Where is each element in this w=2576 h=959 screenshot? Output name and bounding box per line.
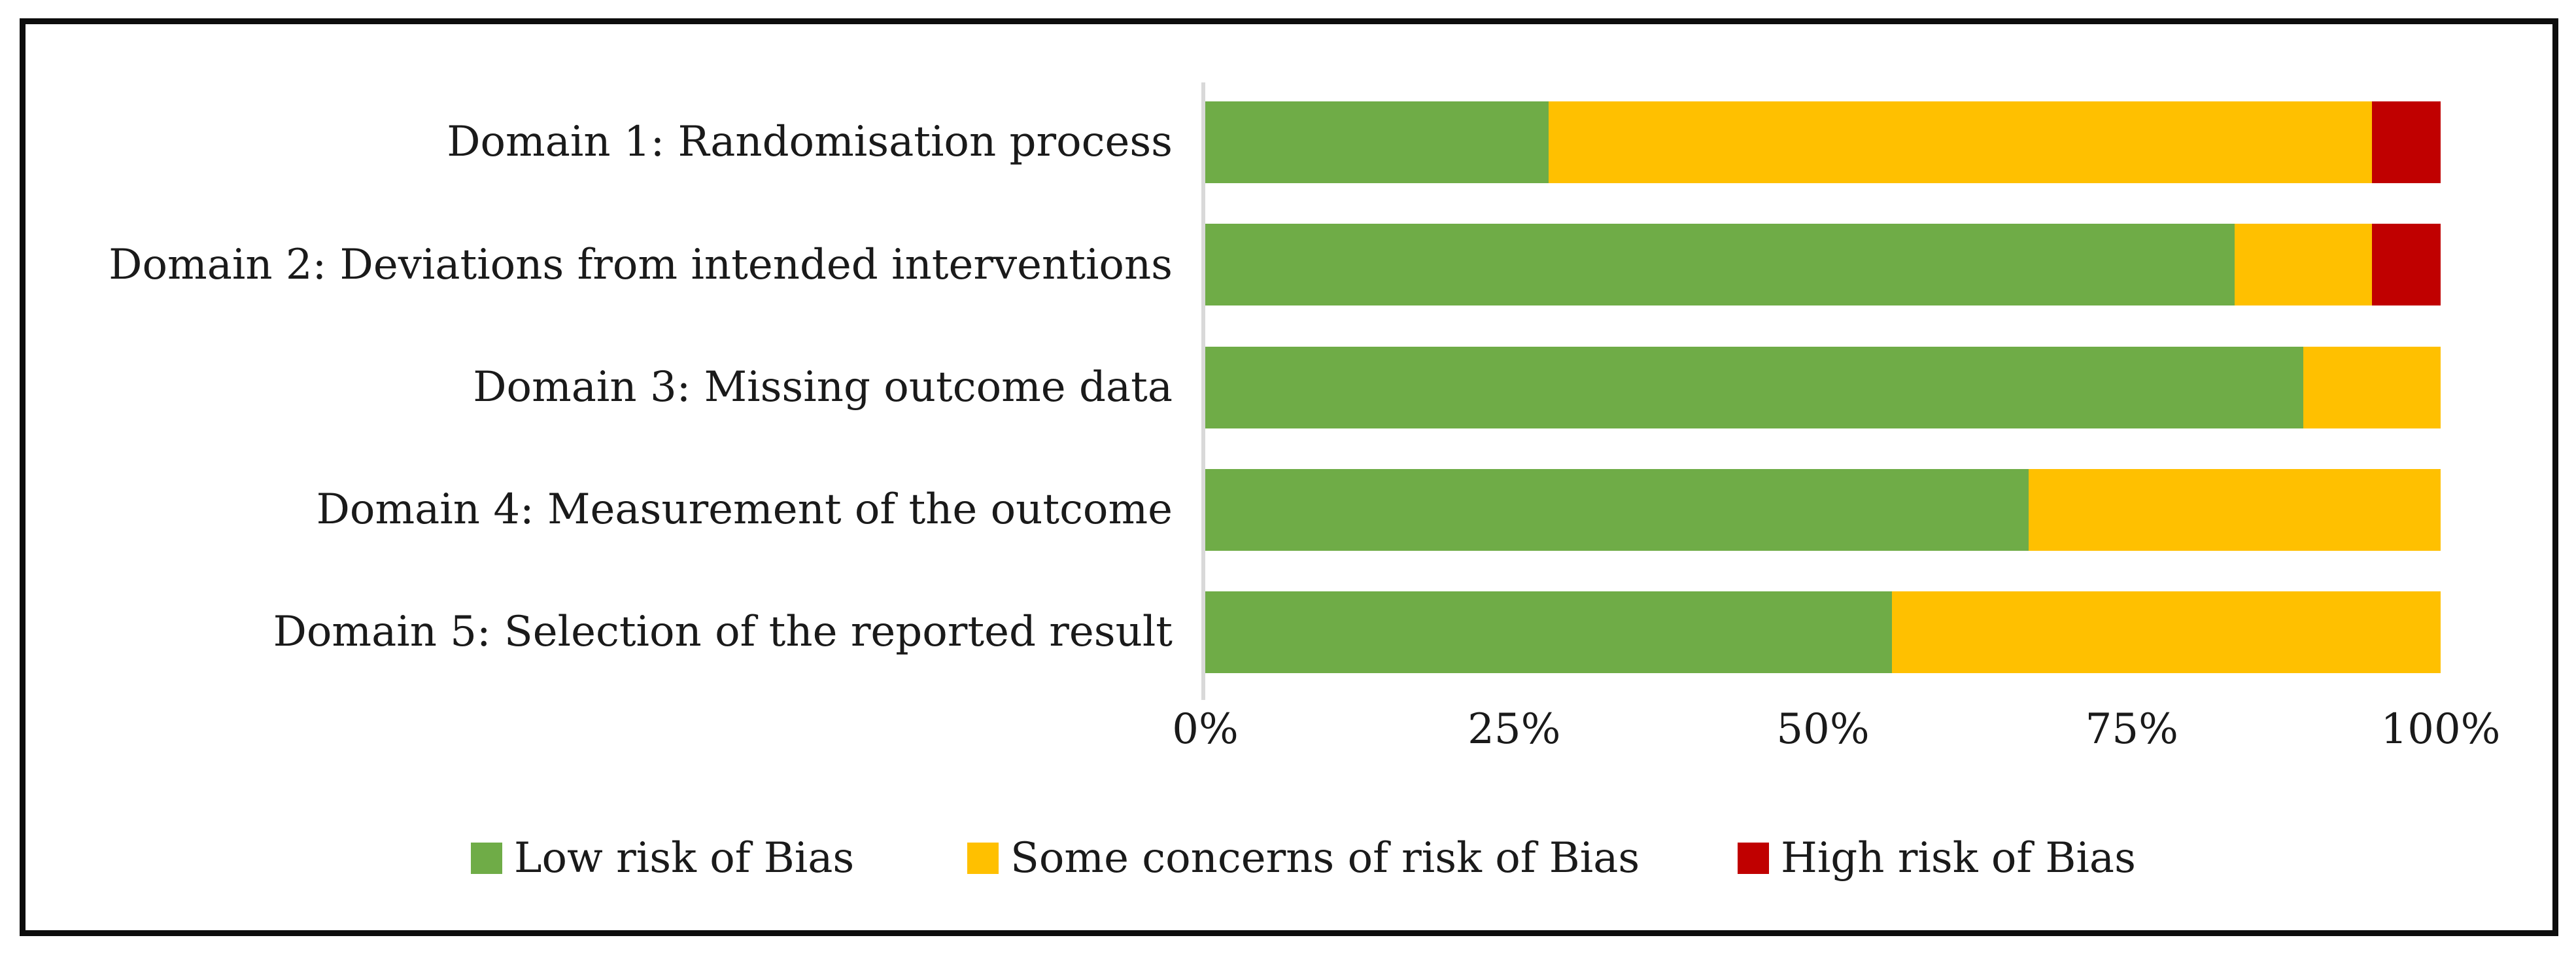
- legend-swatch: [967, 843, 999, 874]
- x-tick-label: 25%: [1468, 705, 1561, 754]
- chart-row: Domain 3: Missing outcome data: [26, 346, 2441, 428]
- x-axis-tick-labels: 0% 25% 50% 75% 100%: [1172, 705, 2500, 764]
- bar-segment: [2371, 101, 2441, 183]
- category-label: Domain 1: Randomisation process: [447, 118, 1173, 167]
- bar-segment: [2235, 224, 2372, 306]
- legend-label: Some concerns of risk of Bias: [1010, 834, 1640, 882]
- stacked-bar: [1205, 346, 2441, 428]
- bar-segment: [1205, 591, 1892, 673]
- legend-label: Low risk of Bias: [514, 834, 855, 882]
- category-label: Domain 4: Measurement of the outcome: [316, 485, 1173, 534]
- legend-item: Low risk of Bias: [471, 834, 855, 882]
- x-tick-label: 0%: [1172, 705, 1239, 754]
- chart-row: Domain 4: Measurement of the outcome: [26, 468, 2441, 551]
- legend: Low risk of Bias Some concerns of risk of…: [26, 834, 2440, 887]
- legend-item: High risk of Bias: [1738, 834, 2136, 882]
- stacked-bar: [1205, 591, 2441, 673]
- chart-frame: Domain 1: Randomisation process Domain 2:…: [20, 18, 2558, 936]
- bar-segment: [2029, 468, 2441, 551]
- x-tick-label: 75%: [2085, 705, 2178, 754]
- bar-segment: [1205, 468, 2029, 551]
- y-axis-line: [1201, 82, 1205, 686]
- bars-area: Domain 1: Randomisation process Domain 2:…: [26, 85, 2441, 684]
- legend-item: Some concerns of risk of Bias: [967, 834, 1640, 882]
- chart-row: Domain 2: Deviations from intended inter…: [26, 224, 2441, 306]
- bar-segment: [1205, 224, 2235, 306]
- bar-segment: [2303, 346, 2441, 428]
- category-label: Domain 2: Deviations from intended inter…: [109, 240, 1173, 289]
- chart-row: Domain 1: Randomisation process: [26, 101, 2441, 183]
- x-tick-label: 50%: [1776, 705, 1870, 754]
- bar-segment: [1205, 101, 1549, 183]
- bar-segment: [1205, 346, 2304, 428]
- stacked-bar: [1205, 101, 2441, 183]
- bar-segment: [2371, 224, 2441, 306]
- x-axis-zero-tick: [1201, 686, 1205, 700]
- legend-label: High risk of Bias: [1781, 834, 2136, 882]
- bar-segment: [1891, 591, 2441, 673]
- category-label: Domain 3: Missing outcome data: [473, 362, 1173, 411]
- stacked-bar: [1205, 468, 2441, 551]
- stacked-bar: [1205, 224, 2441, 306]
- bar-segment: [1548, 101, 2372, 183]
- x-tick-label: 100%: [2380, 705, 2501, 754]
- chart-row: Domain 5: Selection of the reported resu…: [26, 591, 2441, 673]
- category-label: Domain 5: Selection of the reported resu…: [273, 608, 1173, 657]
- legend-swatch: [1738, 843, 1769, 874]
- legend-swatch: [471, 843, 502, 874]
